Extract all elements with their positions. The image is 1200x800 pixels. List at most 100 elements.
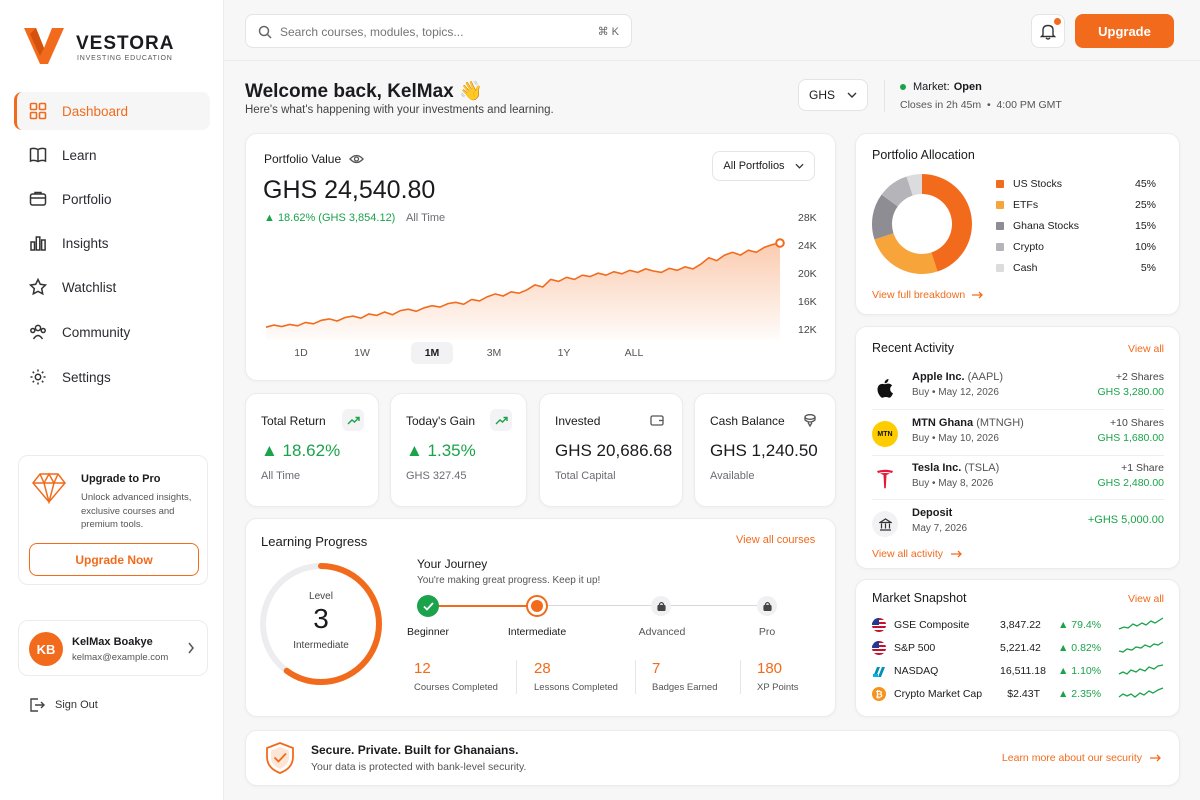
legend-item: Crypto 10% [996, 241, 1156, 253]
promo-text: Unlock advanced insights, exclusive cour… [81, 492, 192, 530]
row-divider [872, 499, 1164, 500]
search-shortcut: ⌘ K [597, 26, 619, 38]
currency-select[interactable]: GHS [798, 79, 868, 111]
market-row[interactable]: S&P 500 5,221.42 ▲ 0.82% [872, 639, 1164, 657]
chevron-right-icon [187, 642, 195, 654]
upgrade-now-button[interactable]: Upgrade Now [29, 543, 199, 576]
sidebar-item-insights[interactable]: Insights [14, 224, 210, 262]
status-dot [900, 84, 906, 90]
sidebar-item-label: Settings [62, 369, 111, 385]
eye-icon[interactable] [349, 154, 365, 164]
brand-name: VESTORA [76, 33, 175, 54]
tesla-logo-icon [872, 466, 898, 492]
metric-divider [635, 660, 636, 694]
upgrade-button[interactable]: Upgrade [1075, 14, 1174, 48]
legend-swatch [996, 243, 1004, 251]
lock-icon [757, 596, 777, 616]
timeframe-1w[interactable]: 1W [354, 347, 370, 359]
legend-swatch [996, 180, 1004, 188]
timeframe-all[interactable]: ALL [624, 347, 644, 359]
journey-title: Your Journey [417, 557, 488, 571]
brand-logo-icon[interactable] [22, 26, 66, 66]
step-label: Intermediate [507, 626, 567, 638]
chevron-down-icon [847, 92, 857, 98]
upgrade-promo-card: Upgrade to Pro Unlock advanced insights,… [18, 455, 208, 585]
us-flag-icon [872, 618, 886, 632]
portfolio-change: ▲ 18.62% (GHS 3,854.12) [264, 212, 396, 224]
search-icon [258, 25, 272, 39]
view-full-breakdown-link[interactable]: View full breakdown [872, 289, 984, 301]
metric-divider [516, 660, 517, 694]
sidebar-item-community[interactable]: Community [14, 313, 210, 351]
level-label: Level [309, 591, 333, 602]
activity-row[interactable]: MTN MTN Ghana (MTNGH) Buy • May 10, 2026… [872, 417, 1164, 457]
timeframe-1y[interactable]: 1Y [557, 347, 571, 359]
user-profile-card[interactable]: KB KelMax Boakye kelmax@example.com [18, 620, 208, 676]
sparkline [1118, 641, 1164, 653]
notifications-button[interactable] [1031, 14, 1065, 48]
sidebar-item-learn[interactable]: Learn [14, 136, 210, 174]
legend-swatch [996, 264, 1004, 272]
step-label: Pro [758, 626, 776, 638]
bar-chart-icon [28, 233, 48, 253]
stat-card-cash-balance: Cash Balance GHS 1,240.50 Available [694, 393, 836, 507]
security-banner: Secure. Private. Built for Ghanaians. Yo… [245, 730, 1180, 786]
learning-title: Learning Progress [261, 534, 368, 549]
metric-label: Badges Earned [652, 682, 718, 693]
check-icon [417, 595, 439, 617]
donut-slice-etfs [874, 233, 938, 274]
sign-out-link[interactable]: Sign Out [29, 697, 98, 713]
chart-series-line [265, 242, 781, 328]
step-label: Beginner [406, 626, 450, 638]
portfolio-allocation-card [855, 133, 1180, 315]
y-tick-label: 20K [798, 268, 817, 280]
sparkline [1118, 664, 1164, 675]
svg-text:₿: ₿ [875, 690, 882, 700]
timeframe-1m[interactable]: 1M [411, 342, 453, 364]
sign-out-icon [29, 697, 45, 713]
market-row[interactable]: ₿ Crypto Market Cap $2.43T ▲ 2.35% [872, 685, 1164, 703]
metric-value: 7 [652, 660, 661, 677]
activity-row[interactable]: Tesla Inc. (TSLA) Buy • May 8, 2026 +1 S… [872, 462, 1164, 502]
timeframe-1d[interactable]: 1D [294, 347, 308, 359]
sidebar-item-label: Dashboard [62, 103, 129, 119]
y-tick-label: 28K [798, 212, 817, 224]
header-separator [884, 80, 885, 112]
timeframe-3m[interactable]: 3M [486, 347, 502, 359]
security-learn-more-link[interactable]: Learn more about our security [1002, 752, 1161, 764]
metric-label: XP Points [757, 682, 799, 693]
search-input[interactable] [280, 23, 580, 41]
sidebar-item-settings[interactable]: Settings [14, 358, 210, 396]
level-name: Intermediate [293, 640, 349, 651]
level-number: 3 [313, 603, 329, 634]
market-title: Market Snapshot [872, 591, 967, 605]
page-title: Welcome back, KelMax 👋 [245, 81, 483, 102]
arrow-right-icon [972, 291, 984, 299]
activity-title: Recent Activity [872, 341, 954, 355]
market-row[interactable]: NASDAQ 16,511.18 ▲ 1.10% [872, 662, 1164, 680]
sidebar-item-label: Insights [62, 235, 109, 251]
view-all-courses-link[interactable]: View all courses [736, 534, 816, 546]
sidebar-item-portfolio[interactable]: Portfolio [14, 180, 210, 218]
view-all-activity-link[interactable]: View all activity [872, 548, 962, 560]
promo-title: Upgrade to Pro [81, 473, 161, 485]
brand-tagline: INVESTING EDUCATION [77, 55, 173, 62]
stat-card-total-return: Total Return ▲ 18.62% All Time [245, 393, 379, 507]
sidebar-item-watchlist[interactable]: Watchlist [14, 268, 210, 306]
sidebar-item-dashboard[interactable]: Dashboard [14, 92, 210, 130]
search-bar[interactable]: ⌘ K [245, 14, 632, 48]
arrow-right-icon [1150, 754, 1161, 762]
lock-icon [651, 596, 671, 616]
metric-divider [740, 660, 741, 694]
market-row[interactable]: GSE Composite 3,847.22 ▲ 79.4% [872, 616, 1164, 634]
activity-row[interactable]: Apple Inc. (AAPL) Buy • May 12, 2026 +2 … [872, 371, 1164, 411]
activity-view-all-link[interactable]: View all [1128, 343, 1164, 355]
activity-row[interactable]: Deposit May 7, 2026 +GHS 5,000.00 [872, 507, 1164, 547]
market-view-all-link[interactable]: View all [1128, 593, 1164, 605]
stat-sub: Available [710, 470, 755, 482]
sidebar-item-label: Watchlist [62, 279, 117, 295]
portfolio-filter-select[interactable]: All Portfolios [712, 151, 815, 181]
portfolio-period: All Time [406, 212, 446, 224]
avatar: KB [29, 632, 63, 666]
stat-label: Total Return [261, 414, 326, 428]
